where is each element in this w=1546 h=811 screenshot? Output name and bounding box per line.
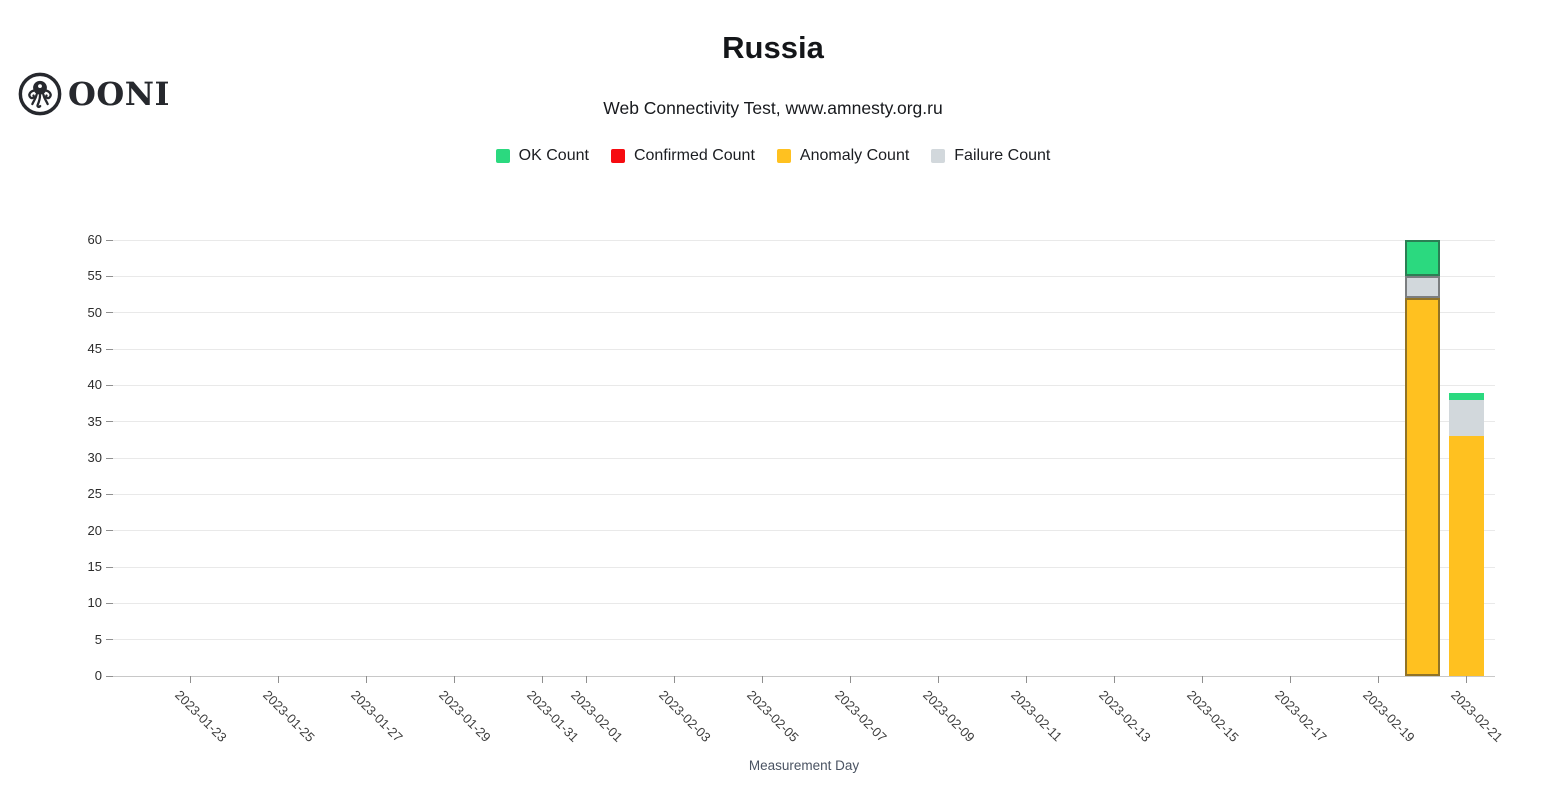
- x-tick-label: 2023-02-09: [919, 687, 978, 745]
- y-axis-tick: [106, 312, 113, 314]
- x-axis-tick: [190, 676, 192, 683]
- legend-marker-anomaly: [776, 149, 791, 163]
- legend-marker-ok: [495, 149, 510, 163]
- y-axis-tick: [106, 384, 113, 386]
- gridline-y-45: [113, 348, 1495, 350]
- x-tick-label: 2023-02-15: [1183, 687, 1242, 745]
- y-axis-tick: [106, 493, 113, 495]
- x-tick-label: 2023-02-11: [1007, 687, 1065, 745]
- legend-item-confirmed: Confirmed Count: [610, 147, 755, 165]
- x-tick-label: 2023-01-23: [171, 687, 230, 745]
- y-tick-label: 40: [87, 377, 102, 393]
- y-axis-tick: [106, 530, 113, 532]
- bar-2023-02-20-segment-anomaly[interactable]: [1405, 298, 1441, 676]
- gridline-y-60: [113, 239, 1495, 241]
- bar-2023-02-20-segment-ok[interactable]: [1405, 240, 1441, 277]
- y-axis-tick: [106, 639, 113, 641]
- bar-2023-02-21-segment-failure[interactable]: [1449, 399, 1485, 437]
- y-axis-tick: [106, 566, 113, 568]
- gridline-y-30: [113, 457, 1495, 459]
- legend-label: Anomaly Count: [799, 147, 910, 164]
- gridline-y-50: [113, 312, 1495, 314]
- chart-title: Russia: [722, 30, 824, 65]
- gridline-y-0: [113, 675, 1495, 677]
- x-axis-tick: [586, 676, 588, 683]
- y-tick-label: 10: [87, 595, 102, 611]
- x-axis-tick: [674, 676, 676, 683]
- x-axis-tick: [1466, 676, 1468, 683]
- x-tick-label: 2023-01-27: [347, 687, 406, 745]
- legend: OK Count Confirmed Count Anomaly Count Fail…: [0, 147, 1546, 165]
- y-tick-label: 5: [94, 631, 102, 647]
- chart-subtitle: Web Connectivity Test, www.amnesty.org.r…: [603, 98, 943, 118]
- x-axis-tick: [278, 676, 280, 683]
- x-tick-label: 2023-02-03: [655, 687, 714, 745]
- x-axis-tick: [1378, 676, 1380, 683]
- x-axis-tick: [850, 676, 852, 683]
- legend-item-ok: OK Count: [495, 147, 589, 165]
- y-axis-tick: [106, 457, 113, 459]
- gridline-y-40: [113, 384, 1495, 386]
- y-tick-label: 30: [87, 450, 102, 465]
- y-axis-tick: [106, 602, 113, 604]
- x-axis-tick: [454, 676, 456, 683]
- x-axis-tick: [542, 676, 544, 683]
- gridline-y-15: [113, 566, 1495, 568]
- x-tick-label: 2023-02-21: [1447, 687, 1506, 745]
- x-axis-tick: [1202, 676, 1204, 683]
- gridline-y-5: [113, 639, 1495, 641]
- x-axis-tick: [366, 676, 368, 683]
- legend-label: Confirmed Count: [633, 147, 755, 164]
- y-tick-label: 50: [87, 304, 102, 320]
- ooni-octopus-icon: [17, 71, 63, 117]
- legend-item-anomaly: Anomaly Count: [776, 147, 910, 165]
- ooni-logo: OONI: [17, 71, 170, 117]
- y-tick-label: 15: [87, 559, 102, 574]
- y-tick-label: 25: [87, 486, 102, 502]
- y-axis-tick: [106, 421, 113, 423]
- y-tick-label: 0: [94, 668, 102, 683]
- bar-2023-02-20-segment-failure[interactable]: [1405, 276, 1441, 299]
- gridline-y-35: [113, 421, 1495, 423]
- gridline-y-55: [113, 275, 1495, 277]
- y-axis-tick: [106, 239, 113, 241]
- legend-marker-confirmed: [610, 149, 625, 163]
- gridline-y-10: [113, 602, 1495, 604]
- y-tick-label: 20: [87, 522, 102, 538]
- x-axis-tick: [1290, 676, 1292, 683]
- x-tick-label: 2023-02-05: [743, 687, 802, 745]
- x-tick-label: 2023-02-13: [1095, 687, 1154, 745]
- gridline-y-20: [113, 530, 1495, 532]
- x-axis-tick: [1026, 676, 1028, 683]
- legend-marker-failure: [931, 149, 946, 163]
- ooni-wordmark: OONI: [68, 75, 170, 113]
- y-tick-label: 60: [87, 232, 102, 247]
- legend-item-failure: Failure Count: [931, 147, 1050, 165]
- x-axis-tick: [938, 676, 940, 683]
- y-axis-tick: [106, 675, 113, 677]
- y-tick-label: 45: [87, 341, 102, 356]
- y-tick-label: 55: [87, 268, 102, 284]
- x-tick-label: 2023-02-07: [831, 687, 890, 745]
- y-tick-label: 35: [87, 413, 102, 429]
- gridline-y-25: [113, 493, 1495, 495]
- y-axis-tick: [106, 348, 113, 350]
- legend-label: Failure Count: [954, 147, 1051, 164]
- x-tick-label: 2023-02-19: [1359, 687, 1418, 745]
- x-axis-title: Measurement Day: [748, 758, 860, 773]
- y-axis-tick: [106, 275, 113, 277]
- bar-2023-02-21-segment-anomaly[interactable]: [1449, 436, 1485, 676]
- legend-label: OK Count: [518, 147, 589, 164]
- x-axis-tick: [762, 676, 764, 683]
- x-tick-label: 2023-01-29: [435, 687, 494, 745]
- bar-2023-02-21-segment-ok[interactable]: [1449, 392, 1485, 400]
- x-tick-label: 2023-01-25: [259, 687, 318, 745]
- x-axis-tick: [1114, 676, 1116, 683]
- x-tick-label: 2023-02-17: [1271, 687, 1330, 745]
